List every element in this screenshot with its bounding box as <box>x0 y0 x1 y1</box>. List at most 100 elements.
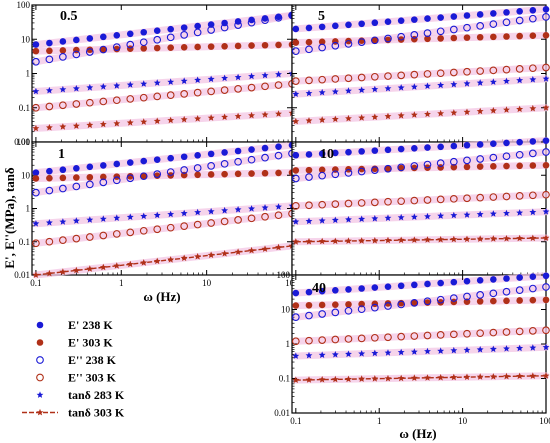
data-point <box>424 236 431 243</box>
data-point <box>292 25 300 33</box>
data-point <box>331 216 339 224</box>
data-point <box>529 296 537 304</box>
data-point <box>194 208 202 216</box>
data-point <box>305 217 313 225</box>
data-point <box>126 119 134 126</box>
data-point <box>46 174 53 182</box>
data-point <box>331 351 339 358</box>
data-point <box>234 42 242 50</box>
data-point <box>194 76 202 83</box>
data-point <box>99 215 107 222</box>
data-point <box>516 105 524 113</box>
data-point <box>463 156 471 165</box>
data-point <box>436 295 445 304</box>
data-point <box>528 14 537 23</box>
data-point <box>292 238 300 245</box>
data-point <box>476 79 484 86</box>
data-point <box>371 85 379 93</box>
data-point <box>32 41 40 48</box>
data-point <box>449 330 458 339</box>
data-point <box>85 98 94 107</box>
data-point <box>450 346 458 354</box>
data-point <box>490 163 497 170</box>
series <box>32 242 296 278</box>
data-point <box>221 170 228 178</box>
data-point <box>410 111 418 118</box>
data-point <box>397 112 405 119</box>
data-point <box>32 47 40 55</box>
data-point <box>248 170 255 177</box>
data-point <box>85 233 94 241</box>
data-point <box>411 145 418 152</box>
series <box>32 11 296 66</box>
data-point <box>275 41 282 49</box>
data-point <box>126 228 135 237</box>
highlight-band <box>292 191 550 210</box>
data-point <box>529 7 537 14</box>
data-point <box>449 25 458 34</box>
panel-frame <box>291 274 547 414</box>
y-tick-label: 1 <box>286 339 291 349</box>
data-point <box>410 70 419 79</box>
data-point <box>85 48 94 56</box>
data-point <box>32 220 40 227</box>
data-point <box>318 75 327 84</box>
series <box>291 63 550 85</box>
data-point <box>86 84 94 91</box>
data-point <box>345 350 352 358</box>
data-point <box>305 173 313 181</box>
data-point <box>449 294 458 302</box>
data-point <box>59 101 67 110</box>
data-point <box>99 178 108 187</box>
data-point <box>423 70 432 78</box>
data-point <box>318 217 326 224</box>
highlight-band <box>32 210 296 247</box>
legend-label: E' 238 K <box>68 318 113 332</box>
data-point <box>371 113 379 120</box>
data-point <box>476 298 484 305</box>
data-point <box>476 373 484 380</box>
data-point <box>410 31 419 39</box>
data-point <box>397 332 406 341</box>
data-point <box>46 39 53 47</box>
data-point <box>397 145 405 153</box>
data-point <box>357 305 366 314</box>
data-point <box>332 22 339 30</box>
data-point <box>528 191 537 200</box>
data-point <box>113 262 121 269</box>
highlight-band <box>292 148 550 182</box>
data-point <box>292 117 300 125</box>
data-point <box>437 298 444 306</box>
data-point <box>248 111 255 119</box>
data-point <box>331 115 339 123</box>
data-point <box>32 103 40 112</box>
data-point <box>529 138 537 145</box>
data-point <box>292 167 300 174</box>
data-point <box>436 159 445 168</box>
series <box>32 41 296 55</box>
data-point <box>318 116 326 123</box>
data-point <box>291 337 300 346</box>
data-point <box>234 147 242 155</box>
data-point <box>261 16 269 25</box>
data-point <box>489 153 498 162</box>
data-point <box>292 376 300 383</box>
data-point <box>411 299 418 307</box>
data-point <box>247 214 256 223</box>
data-point <box>113 214 121 221</box>
data-point <box>463 67 471 76</box>
data-point <box>529 32 537 40</box>
data-point <box>305 376 313 383</box>
data-point <box>476 22 485 30</box>
data-point <box>140 212 148 220</box>
data-point <box>502 18 511 27</box>
data-point <box>411 164 418 172</box>
legend-label: E'' 303 K <box>68 371 117 385</box>
data-point <box>166 168 175 176</box>
data-point <box>274 211 283 220</box>
data-point <box>437 236 445 243</box>
data-point <box>85 180 94 189</box>
data-point <box>476 141 484 148</box>
data-point <box>490 10 497 17</box>
data-point <box>153 156 161 163</box>
